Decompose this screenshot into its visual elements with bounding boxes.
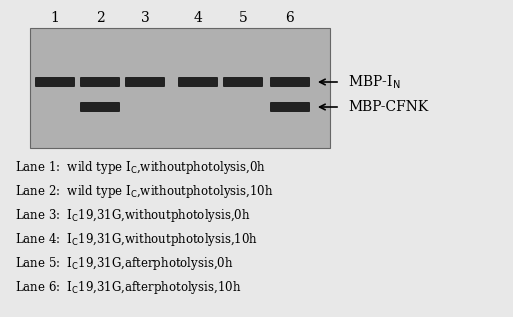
FancyBboxPatch shape [270,102,310,112]
Text: 6: 6 [286,11,294,25]
Text: 4: 4 [193,11,203,25]
Text: 1: 1 [51,11,60,25]
Text: Lane 5:  I$_\mathrm{C}$19,31G,afterphotolysis,0h: Lane 5: I$_\mathrm{C}$19,31G,afterphotol… [15,256,233,273]
FancyBboxPatch shape [178,77,218,87]
FancyBboxPatch shape [223,77,263,87]
Text: MBP-CFNK: MBP-CFNK [348,100,428,114]
Text: Lane 4:  I$_\mathrm{C}$19,31G,withoutphotolysis,10h: Lane 4: I$_\mathrm{C}$19,31G,withoutphot… [15,231,258,249]
FancyBboxPatch shape [125,77,165,87]
Text: Lane 2:  wild type I$_\mathrm{C}$,withoutphotolysis,10h: Lane 2: wild type I$_\mathrm{C}$,without… [15,184,273,200]
FancyBboxPatch shape [80,77,120,87]
Text: 2: 2 [95,11,104,25]
Text: Lane 6:  I$_\mathrm{C}$19,31G,afterphotolysis,10h: Lane 6: I$_\mathrm{C}$19,31G,afterphotol… [15,280,241,296]
Bar [30,28,330,148]
FancyBboxPatch shape [80,102,120,112]
FancyBboxPatch shape [270,77,310,87]
Text: Lane 3:  I$_\mathrm{C}$19,31G,withoutphotolysis,0h: Lane 3: I$_\mathrm{C}$19,31G,withoutphot… [15,208,251,224]
Text: 5: 5 [239,11,247,25]
Text: MBP-I$_\mathrm{N}$: MBP-I$_\mathrm{N}$ [348,73,401,91]
Text: 3: 3 [141,11,149,25]
Text: Lane 1:  wild type I$_\mathrm{C}$,withoutphotolysis,0h: Lane 1: wild type I$_\mathrm{C}$,without… [15,159,266,177]
FancyBboxPatch shape [35,77,75,87]
